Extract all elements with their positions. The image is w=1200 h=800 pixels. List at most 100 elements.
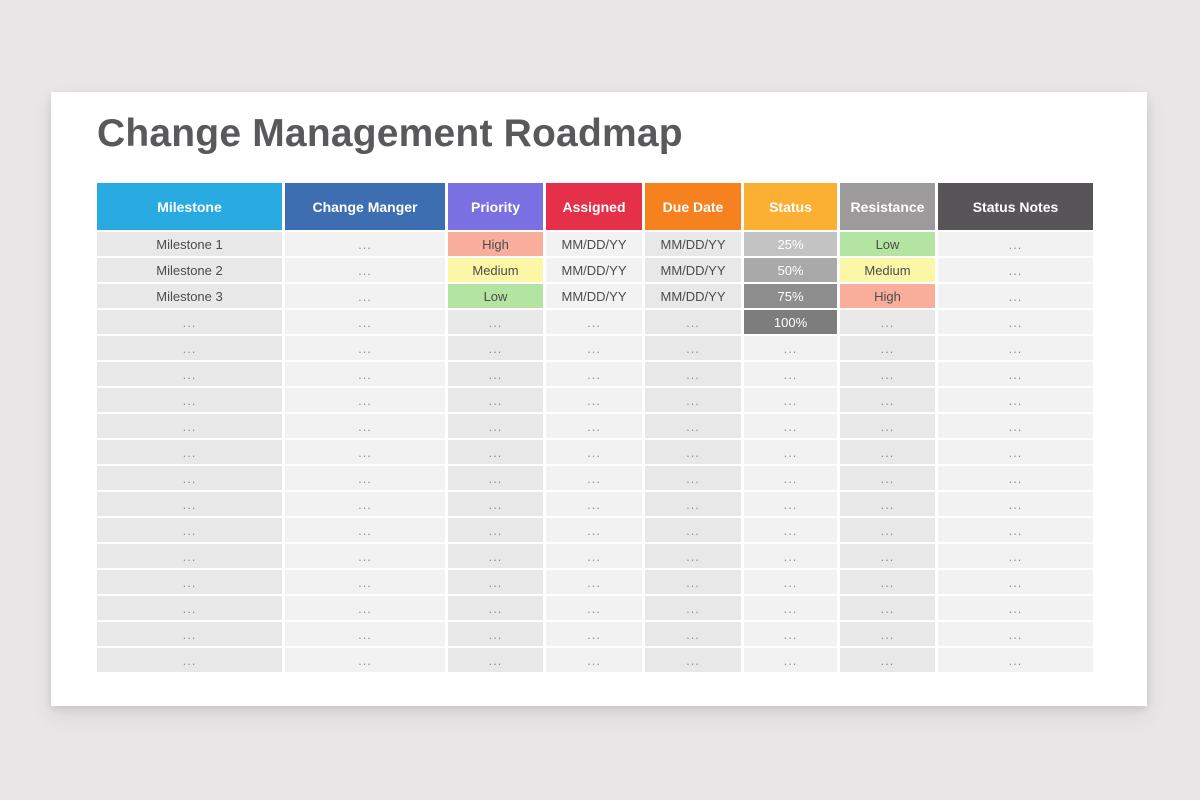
table-cell: ... — [744, 544, 837, 568]
table-cell: ... — [938, 388, 1093, 412]
table-cell: ... — [744, 466, 837, 490]
table-header: Milestone Change Manger Priority Assigned Du… — [97, 183, 1093, 230]
table-cell: ... — [97, 440, 282, 464]
table-cell: ... — [448, 362, 543, 386]
table-cell: ... — [645, 336, 741, 360]
table-cell: ... — [546, 492, 642, 516]
table-cell: ... — [744, 440, 837, 464]
table-row: ........................ — [97, 466, 1093, 490]
table-cell: ... — [546, 544, 642, 568]
table-row: ........................ — [97, 596, 1093, 620]
table-cell: MM/DD/YY — [546, 284, 642, 308]
table-cell: ... — [645, 544, 741, 568]
table-cell: MM/DD/YY — [645, 284, 741, 308]
table-row: ........................ — [97, 648, 1093, 672]
table-cell: ... — [285, 440, 445, 464]
table-cell: ... — [97, 648, 282, 672]
table-cell: ... — [546, 362, 642, 386]
table-cell: Medium — [448, 258, 543, 282]
table-cell: ... — [285, 336, 445, 360]
table-cell: ... — [645, 466, 741, 490]
table-cell: MM/DD/YY — [645, 258, 741, 282]
column-header-assigned: Assigned — [546, 183, 642, 230]
table-cell: ... — [938, 492, 1093, 516]
table-cell: ... — [546, 648, 642, 672]
table-cell: 50% — [744, 258, 837, 282]
table-cell: ... — [97, 622, 282, 646]
table-cell: ... — [546, 570, 642, 594]
table-cell: ... — [285, 388, 445, 412]
table-cell: ... — [97, 492, 282, 516]
column-header-status-notes: Status Notes — [938, 183, 1093, 230]
page-title: Change Management Roadmap — [97, 112, 683, 155]
table-cell: ... — [840, 622, 935, 646]
table-row: ........................ — [97, 388, 1093, 412]
table-row: ........................ — [97, 544, 1093, 568]
table-row: ........................ — [97, 518, 1093, 542]
table-cell: ... — [448, 388, 543, 412]
table-cell: ... — [840, 466, 935, 490]
table-cell: MM/DD/YY — [645, 232, 741, 256]
table-cell: ... — [285, 466, 445, 490]
table-row: ............... 100%...... — [97, 310, 1093, 334]
table-cell: 75% — [744, 284, 837, 308]
table-cell: ... — [285, 648, 445, 672]
table-cell: ... — [285, 232, 445, 256]
table-row: ........................ — [97, 414, 1093, 438]
table-cell: Low — [448, 284, 543, 308]
table-cell: ... — [546, 414, 642, 438]
table-cell: ... — [448, 596, 543, 620]
table-cell: ... — [285, 258, 445, 282]
table-cell: ... — [546, 336, 642, 360]
table-cell: ... — [938, 414, 1093, 438]
table-cell: ... — [840, 440, 935, 464]
table-cell: ... — [938, 310, 1093, 334]
roadmap-table: Milestone Change Manger Priority Assigned Du… — [94, 181, 1096, 674]
table-cell: ... — [285, 622, 445, 646]
table-row: Milestone 2... Medium MM/DD/YY MM/DD/YY 50% M… — [97, 258, 1093, 282]
header-row: Milestone Change Manger Priority Assigned Du… — [97, 183, 1093, 230]
table-cell: ... — [97, 518, 282, 542]
table-cell: Milestone 1 — [97, 232, 282, 256]
table-cell: ... — [285, 570, 445, 594]
table-row: Milestone 3... Low MM/DD/YY MM/DD/YY 75% High… — [97, 284, 1093, 308]
table-cell: ... — [744, 336, 837, 360]
table-cell: ... — [744, 362, 837, 386]
table-cell: ... — [285, 596, 445, 620]
table-cell: ... — [448, 466, 543, 490]
table-row: ........................ — [97, 362, 1093, 386]
table-cell: ... — [97, 362, 282, 386]
table-cell: ... — [840, 414, 935, 438]
table-cell: ... — [448, 336, 543, 360]
table-cell: ... — [744, 622, 837, 646]
table-cell: ... — [97, 544, 282, 568]
table-cell: ... — [546, 622, 642, 646]
table-cell: Medium — [840, 258, 935, 282]
table-cell: MM/DD/YY — [546, 258, 642, 282]
table-cell: ... — [285, 284, 445, 308]
table-cell: ... — [645, 388, 741, 412]
table-cell: ... — [840, 388, 935, 412]
column-header-resistance: Resistance — [840, 183, 935, 230]
table-cell: ... — [840, 362, 935, 386]
table-cell: ... — [645, 570, 741, 594]
table-cell: 100% — [744, 310, 837, 334]
table-cell: ... — [285, 544, 445, 568]
table-cell: ... — [645, 518, 741, 542]
table-cell: ... — [938, 232, 1093, 256]
table-cell: ... — [285, 518, 445, 542]
table-cell: ... — [938, 544, 1093, 568]
table-cell: ... — [97, 336, 282, 360]
table-cell: ... — [938, 440, 1093, 464]
table-cell: ... — [645, 492, 741, 516]
table-cell: ... — [840, 492, 935, 516]
table-cell: ... — [645, 414, 741, 438]
table-cell: ... — [97, 466, 282, 490]
column-header-due-date: Due Date — [645, 183, 741, 230]
table-cell: ... — [840, 570, 935, 594]
table-cell: ... — [744, 492, 837, 516]
table-cell: ... — [938, 596, 1093, 620]
table-cell: ... — [840, 518, 935, 542]
table-body: Milestone 1... High MM/DD/YY MM/DD/YY 25% Low… — [97, 232, 1093, 672]
table-cell: ... — [744, 570, 837, 594]
